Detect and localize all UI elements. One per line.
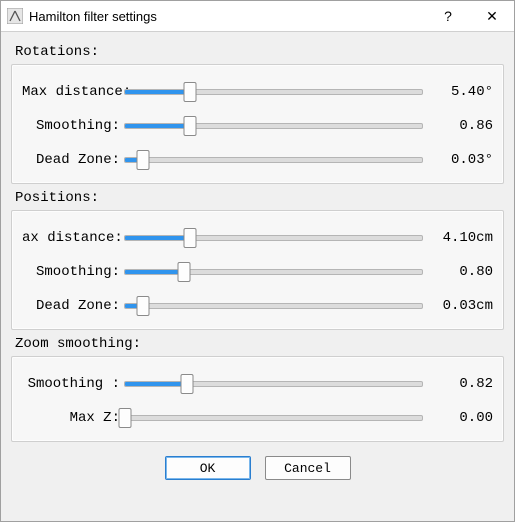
dialog-window: Hamilton filter settings ? ✕ Rotations: M… — [0, 0, 515, 522]
rot-max-distance-row: Max distance: 5.40° — [22, 75, 493, 109]
pos-smoothing-row: Smoothing: 0.80 — [22, 255, 493, 289]
section-label: Rotations: — [15, 44, 504, 60]
cancel-button[interactable]: Cancel — [265, 456, 351, 480]
ok-button[interactable]: OK — [165, 456, 251, 480]
zoom-smoothing-slider[interactable] — [124, 374, 423, 394]
close-icon: ✕ — [486, 8, 498, 25]
titlebar: Hamilton filter settings ? ✕ — [1, 1, 514, 32]
pos-max-distance-row: ax distance: 4.10cm — [22, 221, 493, 255]
pos-smoothing-value: 0.80 — [423, 264, 493, 280]
pos-max-distance-label: ax distance: — [22, 230, 124, 246]
dialog-buttons: OK Cancel — [11, 456, 504, 480]
pos-dead-zone-row: Dead Zone: 0.03cm — [22, 289, 493, 323]
app-icon — [7, 8, 23, 24]
rot-dead-zone-value: 0.03° — [423, 152, 493, 168]
rot-smoothing-row: Smoothing: 0.86 — [22, 109, 493, 143]
zoom-smoothing-value: 0.82 — [423, 376, 493, 392]
pos-dead-zone-label: Dead Zone: — [22, 298, 124, 314]
pos-smoothing-label: Smoothing: — [22, 264, 124, 280]
dialog-body: Rotations: Max distance: 5.40° Smoothing: 0.… — [1, 32, 514, 521]
rot-max-distance-value: 5.40° — [423, 84, 493, 100]
zoom-max-z-value: 0.00 — [423, 410, 493, 426]
pos-smoothing-slider[interactable] — [124, 262, 423, 282]
rot-dead-zone-label: Dead Zone: — [22, 152, 124, 168]
rot-dead-zone-row: Dead Zone: 0.03° — [22, 143, 493, 177]
pos-dead-zone-value: 0.03cm — [423, 298, 493, 314]
rot-smoothing-value: 0.86 — [423, 118, 493, 134]
pos-dead-zone-slider[interactable] — [124, 296, 423, 316]
rot-dead-zone-slider[interactable] — [124, 150, 423, 170]
zoom-max-z-row: Max Z: 0.00 — [22, 401, 493, 435]
section-panel: ax distance: 4.10cm Smoothing: 0.80 Dead Zon… — [11, 210, 504, 330]
rot-max-distance-label: Max distance: — [22, 84, 124, 100]
section-label: Zoom smoothing: — [15, 336, 504, 352]
rot-smoothing-label: Smoothing: — [22, 118, 124, 134]
pos-max-distance-slider[interactable] — [124, 228, 423, 248]
rot-smoothing-slider[interactable] — [124, 116, 423, 136]
zoom-max-z-label: Max Z: — [22, 410, 124, 426]
rot-max-distance-slider[interactable] — [124, 82, 423, 102]
zoom-max-z-slider[interactable] — [124, 408, 423, 428]
zoom-smoothing-row: Smoothing : 0.82 — [22, 367, 493, 401]
section-label: Positions: — [15, 190, 504, 206]
zoom-smoothing-label: Smoothing : — [22, 376, 124, 392]
section-panel: Max distance: 5.40° Smoothing: 0.86 Dead Zon… — [11, 64, 504, 184]
window-title: Hamilton filter settings — [29, 9, 426, 24]
section-panel: Smoothing : 0.82 Max Z: 0.00 — [11, 356, 504, 442]
pos-max-distance-value: 4.10cm — [423, 230, 493, 246]
help-icon: ? — [444, 8, 452, 24]
help-button[interactable]: ? — [426, 1, 470, 31]
close-button[interactable]: ✕ — [470, 1, 514, 31]
